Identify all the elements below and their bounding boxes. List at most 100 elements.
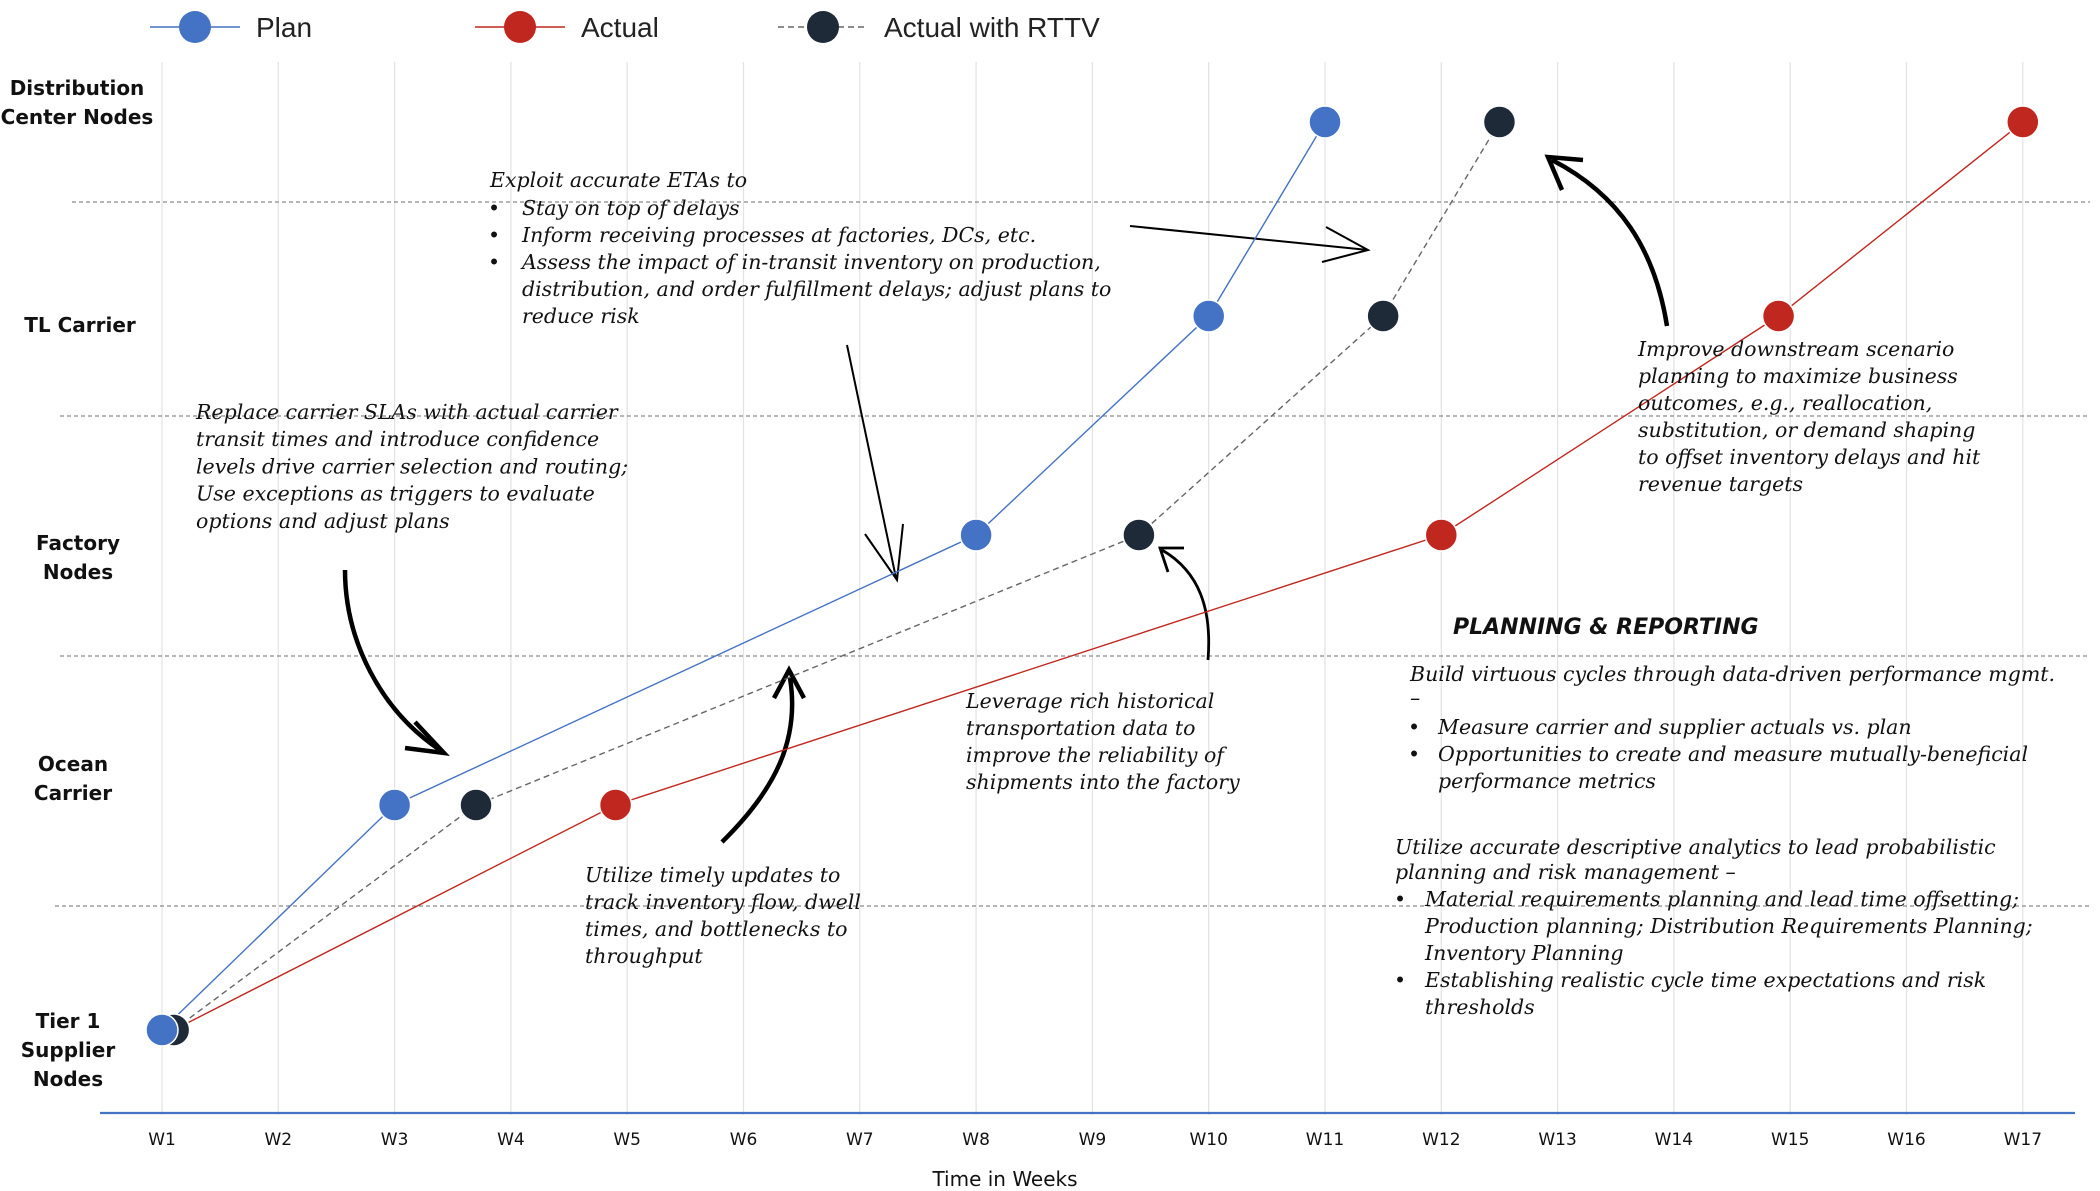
tick-label-w5: W5 (613, 1130, 641, 1150)
annotation-historical-line: transportation data to (966, 716, 1195, 740)
row-label: TL Carrier (24, 313, 136, 337)
arrowhead-timely-updates (772, 665, 806, 700)
planning-bullets2-text: Material requirements planning and lead … (1424, 887, 2019, 911)
legend: Plan Actual Actual with RTTV (150, 11, 1100, 43)
tick-label-w8: W8 (962, 1130, 990, 1150)
point-plan (959, 518, 993, 552)
tick-label-w3: W3 (381, 1130, 409, 1150)
annotation-etas-text: distribution, and order fulfillment dela… (522, 277, 1111, 301)
point-actual-with-rttv (1366, 299, 1400, 333)
arrow-timely-updates (720, 677, 795, 844)
annotation-downstream-line: outcomes, e.g., reallocation, (1638, 391, 1932, 415)
row-label: Nodes (33, 1067, 103, 1091)
row-label: Distribution (10, 76, 145, 100)
planning-bullets-bullet: • (1408, 742, 1420, 766)
annotation-etas-text: Assess the impact of in-transit inventor… (520, 250, 1101, 274)
tick-label-w7: W7 (846, 1130, 874, 1150)
point-plan (145, 1013, 179, 1047)
planning-bullets2-text: thresholds (1425, 995, 1535, 1019)
planning-bullets2-bullet: • (1394, 968, 1406, 992)
point-actual (598, 788, 633, 822)
tick-label-w10: W10 (1189, 1130, 1227, 1150)
annotation-carrier-sla-line: options and adjust plans (196, 509, 450, 533)
planning-reporting-block: PLANNING & REPORTING Build virtuous cycl… (1394, 615, 2055, 1019)
row-label: Center Nodes (1, 105, 154, 129)
planning-bullets2-text: Inventory Planning (1424, 941, 1624, 965)
annotation-timely-updates-line: times, and bottlenecks to (585, 917, 847, 941)
annotation-carrier-sla-line: transit times and introduce confidence (196, 427, 599, 451)
annotation-downstream-line: planning to maximize business (1638, 364, 1958, 388)
legend-label-0: Plan (256, 12, 312, 43)
legend-label-1: Actual (581, 12, 659, 43)
tick-label-w15: W15 (1771, 1130, 1809, 1150)
tick-label-w17: W17 (2004, 1130, 2042, 1150)
annotation-downstream-line: revenue targets (1638, 472, 1803, 496)
annotation-etas-bullet: • (488, 250, 500, 274)
arrow-carrier-sla (342, 569, 442, 752)
x-axis: W1 W2 W3 W4 W5 W6 W7 W8 W9 W10 W11 W12 W13 W14 W15 W16 W… (100, 1111, 2075, 1191)
tick-label-w2: W2 (264, 1130, 292, 1150)
annotation-etas-bullet: • (488, 196, 500, 220)
tick-label-w13: W13 (1538, 1130, 1576, 1150)
row-label: Ocean (38, 752, 108, 776)
annotation-downstream-line: Improve downstream scenario (1637, 337, 1954, 361)
planning-heading: PLANNING & REPORTING (1453, 615, 1759, 640)
point-actual-with-rttv (1482, 105, 1517, 139)
tick-label-w16: W16 (1887, 1130, 1925, 1150)
annotation-etas: Exploit accurate ETAs to • Stay on top of… (488, 168, 1111, 328)
arrow-downstream (1550, 157, 1670, 327)
arrowhead-downstream (1544, 154, 1584, 191)
row-label: Supplier (21, 1038, 116, 1062)
annotation-carrier-sla-line: Replace carrier SLAs with actual carrier (195, 400, 619, 424)
annotation-etas-text: Stay on top of delays (522, 196, 739, 220)
annotation-timely-updates-line: track inventory flow, dwell (585, 890, 861, 914)
planning-bullets-text: Measure carrier and supplier actuals vs.… (1437, 715, 1912, 739)
tick-label-w4: W4 (497, 1130, 525, 1150)
row-label: Tier 1 (36, 1009, 101, 1033)
annotation-etas-text: Inform receiving processes at factories,… (521, 223, 1036, 247)
annotation-etas-bullet: • (488, 223, 500, 247)
planning-bullets2-text: Production planning; Distribution Requir… (1424, 914, 2033, 938)
tick-label-w6: W6 (730, 1130, 758, 1150)
tick-label-w12: W12 (1422, 1130, 1460, 1150)
annotation-carrier-sla: Replace carrier SLAs with actual carrier… (195, 400, 628, 533)
annotation-historical-line: shipments into the factory (966, 770, 1240, 794)
x-axis-title: Time in Weeks (931, 1167, 1077, 1191)
row-label: Nodes (43, 560, 113, 584)
arrowhead-etas-right (1321, 226, 1371, 263)
annotation-timely-updates-line: Utilize timely updates to (585, 863, 840, 887)
annotation-historical: Leverage rich historical transportation d… (965, 689, 1240, 794)
point-plan (377, 788, 412, 822)
point-actual (1761, 299, 1796, 333)
annotation-historical-line: improve the reliability of (966, 743, 1227, 767)
legend-marker-0 (179, 11, 211, 43)
legend-label-2: Actual with RTTV (884, 12, 1100, 43)
row-label: Carrier (34, 781, 112, 805)
arrow-etas-right (1129, 225, 1369, 251)
annotation-etas-title: Exploit accurate ETAs to (489, 168, 747, 192)
tick-label-w11: W11 (1306, 1130, 1344, 1150)
arrowhead-carrier-sla (404, 720, 450, 757)
planning-intro-line: Build virtuous cycles through data-drive… (1409, 662, 2055, 686)
planning-bullets-text: performance metrics (1438, 769, 1656, 793)
annotation-downstream-line: substitution, or demand shaping (1638, 418, 1975, 442)
point-plan (1308, 105, 1342, 139)
point-plan (1191, 299, 1226, 333)
annotation-timely-updates: Utilize timely updates to track inventory… (585, 863, 861, 968)
planning-bullets2-bullet: • (1394, 887, 1406, 911)
tick-label-w1: W1 (148, 1130, 176, 1150)
annotation-arrows (342, 154, 1670, 844)
row-separators (55, 201, 2090, 907)
planning-intro2-line: planning and risk management – (1395, 860, 1736, 884)
annotation-carrier-sla-line: levels drive carrier selection and routi… (196, 454, 628, 478)
annotation-etas-text: reduce risk (522, 304, 640, 328)
arrowhead-etas-down (864, 523, 904, 583)
row-labels: Distribution Center Nodes TL Carrier Factor… (1, 76, 154, 1091)
annotation-carrier-sla-line: Use exceptions as triggers to evaluate (196, 482, 595, 506)
point-actual (1424, 518, 1459, 552)
planning-intro-line: – (1410, 686, 1420, 710)
arrowhead-historical (1158, 546, 1184, 573)
annotation-historical-line: Leverage rich historical (965, 689, 1214, 713)
planning-intro2-line: Utilize accurate descriptive analytics t… (1395, 835, 1996, 859)
